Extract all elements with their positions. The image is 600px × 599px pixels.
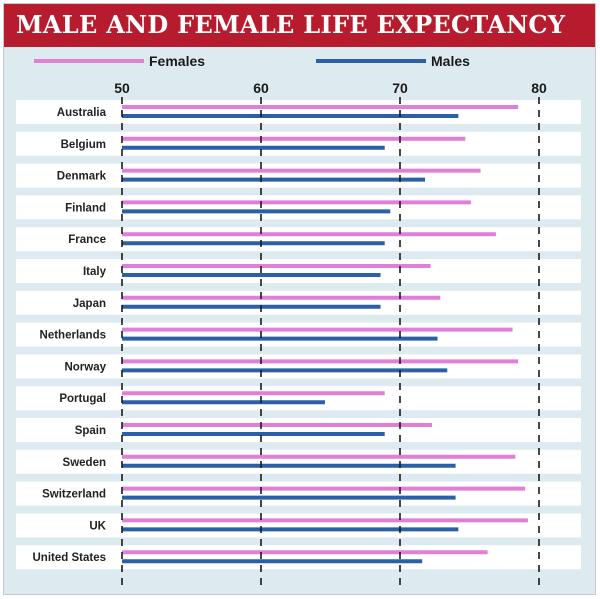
- row-background: [16, 259, 581, 283]
- row-background: [16, 481, 581, 506]
- row-background: [16, 195, 581, 220]
- x-tick-label: 50: [114, 80, 130, 96]
- category-label: Netherlands: [40, 330, 106, 342]
- row-background: [16, 449, 581, 474]
- row-background: [16, 354, 581, 379]
- category-label: UK: [89, 520, 106, 532]
- category-label: Finland: [65, 202, 106, 214]
- category-label: Portugal: [59, 393, 106, 405]
- row-background: [16, 290, 581, 315]
- category-label: Norway: [64, 361, 106, 373]
- chart-panel: MALE AND FEMALE LIFE EXPECTANCY Females M…: [3, 3, 596, 595]
- bar-chart: Females Males 50 60 70 80 Australia Belgium Denm…: [16, 53, 581, 589]
- category-label: Japan: [73, 298, 106, 310]
- x-tick-label: 80: [531, 80, 547, 96]
- category-label: Switzerland: [42, 489, 106, 501]
- category-label: Australia: [57, 107, 107, 119]
- row-background: [16, 227, 581, 252]
- category-label: United States: [33, 552, 107, 564]
- legend-label-males: Males: [431, 53, 470, 69]
- category-label: France: [68, 234, 106, 246]
- row-background: [16, 513, 581, 538]
- legend-label-females: Females: [149, 53, 205, 69]
- category-label: Spain: [75, 425, 106, 437]
- title-bar: MALE AND FEMALE LIFE EXPECTANCY: [4, 4, 595, 47]
- row-background: [16, 386, 581, 411]
- category-label: Italy: [83, 266, 107, 278]
- row-background: [16, 131, 581, 156]
- category-label: Belgium: [61, 139, 106, 151]
- row-background: [16, 545, 581, 570]
- row-background: [16, 322, 581, 347]
- x-tick-label: 60: [253, 80, 269, 96]
- category-label: Denmark: [57, 171, 107, 183]
- row-background: [16, 418, 581, 442]
- x-tick-label: 70: [392, 80, 408, 96]
- row-background: [16, 163, 581, 188]
- row-background: [16, 100, 581, 124]
- category-label: Sweden: [63, 457, 106, 469]
- chart-title: MALE AND FEMALE LIFE EXPECTANCY: [16, 10, 566, 39]
